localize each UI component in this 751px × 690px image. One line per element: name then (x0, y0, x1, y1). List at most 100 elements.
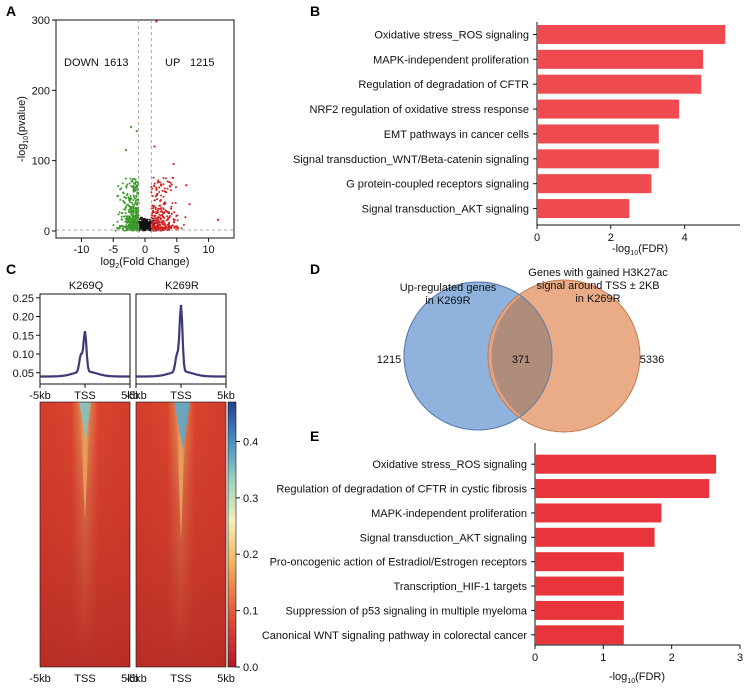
volcano-point-ns (144, 221, 147, 223)
volcano-point-ns (139, 218, 142, 220)
volcano-point-down (129, 217, 132, 220)
colorbar-tick-label: 0.2 (243, 549, 258, 561)
volcano-point-down (132, 206, 135, 209)
volcano-point-up (153, 204, 156, 207)
colorbar-tick-label: 0.4 (243, 436, 258, 448)
volcano-point-up (156, 192, 159, 195)
volcano-point-ns (141, 221, 144, 224)
volcano-point-down (132, 209, 135, 212)
volcano-point-up (160, 210, 163, 213)
heatmap-xtick-label: -5kb (125, 673, 146, 685)
volcano-point-down (135, 194, 138, 197)
volcano-point-down (131, 219, 134, 222)
volcano-point-up (157, 227, 160, 230)
volcano-point-up (166, 180, 169, 183)
profile-line-k269r (136, 304, 226, 378)
volcano-point-up (157, 207, 160, 210)
volcano-xlabel: log2(Fold Change) (101, 256, 190, 270)
volcano-point-down (129, 177, 132, 180)
volcano-point-up (160, 194, 163, 197)
bar-b-category-label: Signal transduction_WNT/Beta-catenin sig… (293, 154, 529, 166)
panel-label-e: E (310, 428, 319, 444)
volcano-point-up (156, 219, 159, 222)
heatmap-k269q-shade (40, 402, 130, 667)
bar-e-bar (535, 576, 624, 596)
bar-e-bar (535, 454, 717, 474)
venn-right-label-1: Genes with gained H3K27ac (528, 267, 668, 279)
volcano-point-outlier (153, 145, 156, 148)
volcano-point-ns (142, 226, 144, 229)
heatmap-xtick-label: TSS (170, 673, 191, 685)
volcano-point-up (152, 207, 155, 210)
volcano-point-down (130, 225, 133, 228)
profile-line-k269q (40, 331, 130, 378)
volcano-point-up (171, 224, 174, 227)
volcano-point-down (131, 180, 134, 183)
volcano-point-up (156, 224, 159, 227)
colorbar-ticks: 0.0 0.1 0.2 0.3 0.4 (236, 436, 258, 674)
volcano-point-down (124, 208, 127, 211)
bar-b-bar (537, 199, 630, 219)
volcano-point-up (152, 225, 155, 228)
volcano-point-ns (141, 216, 143, 219)
volcano-point-up (170, 205, 173, 208)
volcano-point-up (164, 227, 167, 230)
volcano-points (112, 20, 220, 232)
volcano-point-down (127, 197, 130, 200)
bar-b-bars: Oxidative stress_ROS signaling MAPK-indep… (293, 24, 726, 244)
volcano-point-up (150, 191, 153, 194)
volcano-point-down (116, 220, 119, 223)
volcano-point-down (125, 194, 128, 197)
profile-xtick-label: TSS (170, 390, 191, 402)
volcano-point-down (122, 192, 125, 195)
down-count: 1613 (104, 57, 128, 69)
volcano-xtick-label: 0 (142, 244, 148, 256)
panel-label-a: A (6, 3, 16, 19)
volcano-point-up (162, 176, 165, 179)
profile-x-ticks: -5kb TSS 5kb-5kb TSS 5kb (29, 384, 235, 402)
volcano-point-down (132, 199, 135, 202)
volcano-point-up (152, 224, 155, 227)
volcano-point-down (127, 218, 130, 221)
volcano-point-up (165, 191, 168, 194)
volcano-point-ns (141, 219, 144, 222)
volcano-point-up (151, 204, 154, 207)
bar-b-category-label: MAPK-independent proliferation (373, 54, 529, 66)
volcano-point-up (174, 225, 177, 228)
volcano-point-down (134, 219, 137, 222)
volcano-point-down (117, 213, 120, 216)
down-label: DOWN (64, 57, 99, 69)
volcano-point-up (152, 176, 155, 179)
volcano-point-up (158, 191, 161, 194)
volcano-point-down (117, 185, 120, 188)
venn-left-label-1: Up-regulated genes (400, 282, 497, 294)
volcano-point-down (129, 221, 132, 224)
volcano-point-up (150, 185, 153, 188)
volcano-point-down (128, 199, 131, 202)
volcano-point-up (153, 199, 156, 202)
volcano-point-down (122, 201, 125, 204)
bar-e-category-label: Suppression of p53 signaling in multiple… (285, 605, 527, 617)
volcano-point-down (125, 229, 128, 232)
volcano-point-up (161, 229, 164, 232)
volcano-point-down (135, 186, 138, 189)
volcano-point-up (158, 213, 161, 216)
bar-b-category-label: Signal transduction_AKT signaling (362, 204, 529, 216)
volcano-point-down (129, 201, 132, 204)
bar-e-category-label: Oxidative stress_ROS signaling (372, 459, 527, 471)
volcano-point-down (134, 178, 137, 181)
volcano-point-down (133, 197, 136, 200)
profile-xtick-label: 5kb (121, 390, 139, 402)
volcano-point-down (118, 211, 121, 214)
venn-right-label-3: in K269R (575, 293, 620, 305)
volcano-point-outlier (185, 184, 188, 187)
bar-b-category-label: Oxidative stress_ROS signaling (374, 29, 529, 41)
volcano-point-up (166, 218, 169, 221)
volcano-point-up (168, 228, 171, 231)
volcano-point-down (136, 203, 139, 206)
volcano-point-up (176, 226, 179, 229)
volcano-point-down (124, 212, 127, 215)
volcano-point-down (125, 215, 128, 218)
bar-b-xtick-label: 0 (534, 232, 540, 244)
volcano-point-up (163, 190, 166, 193)
